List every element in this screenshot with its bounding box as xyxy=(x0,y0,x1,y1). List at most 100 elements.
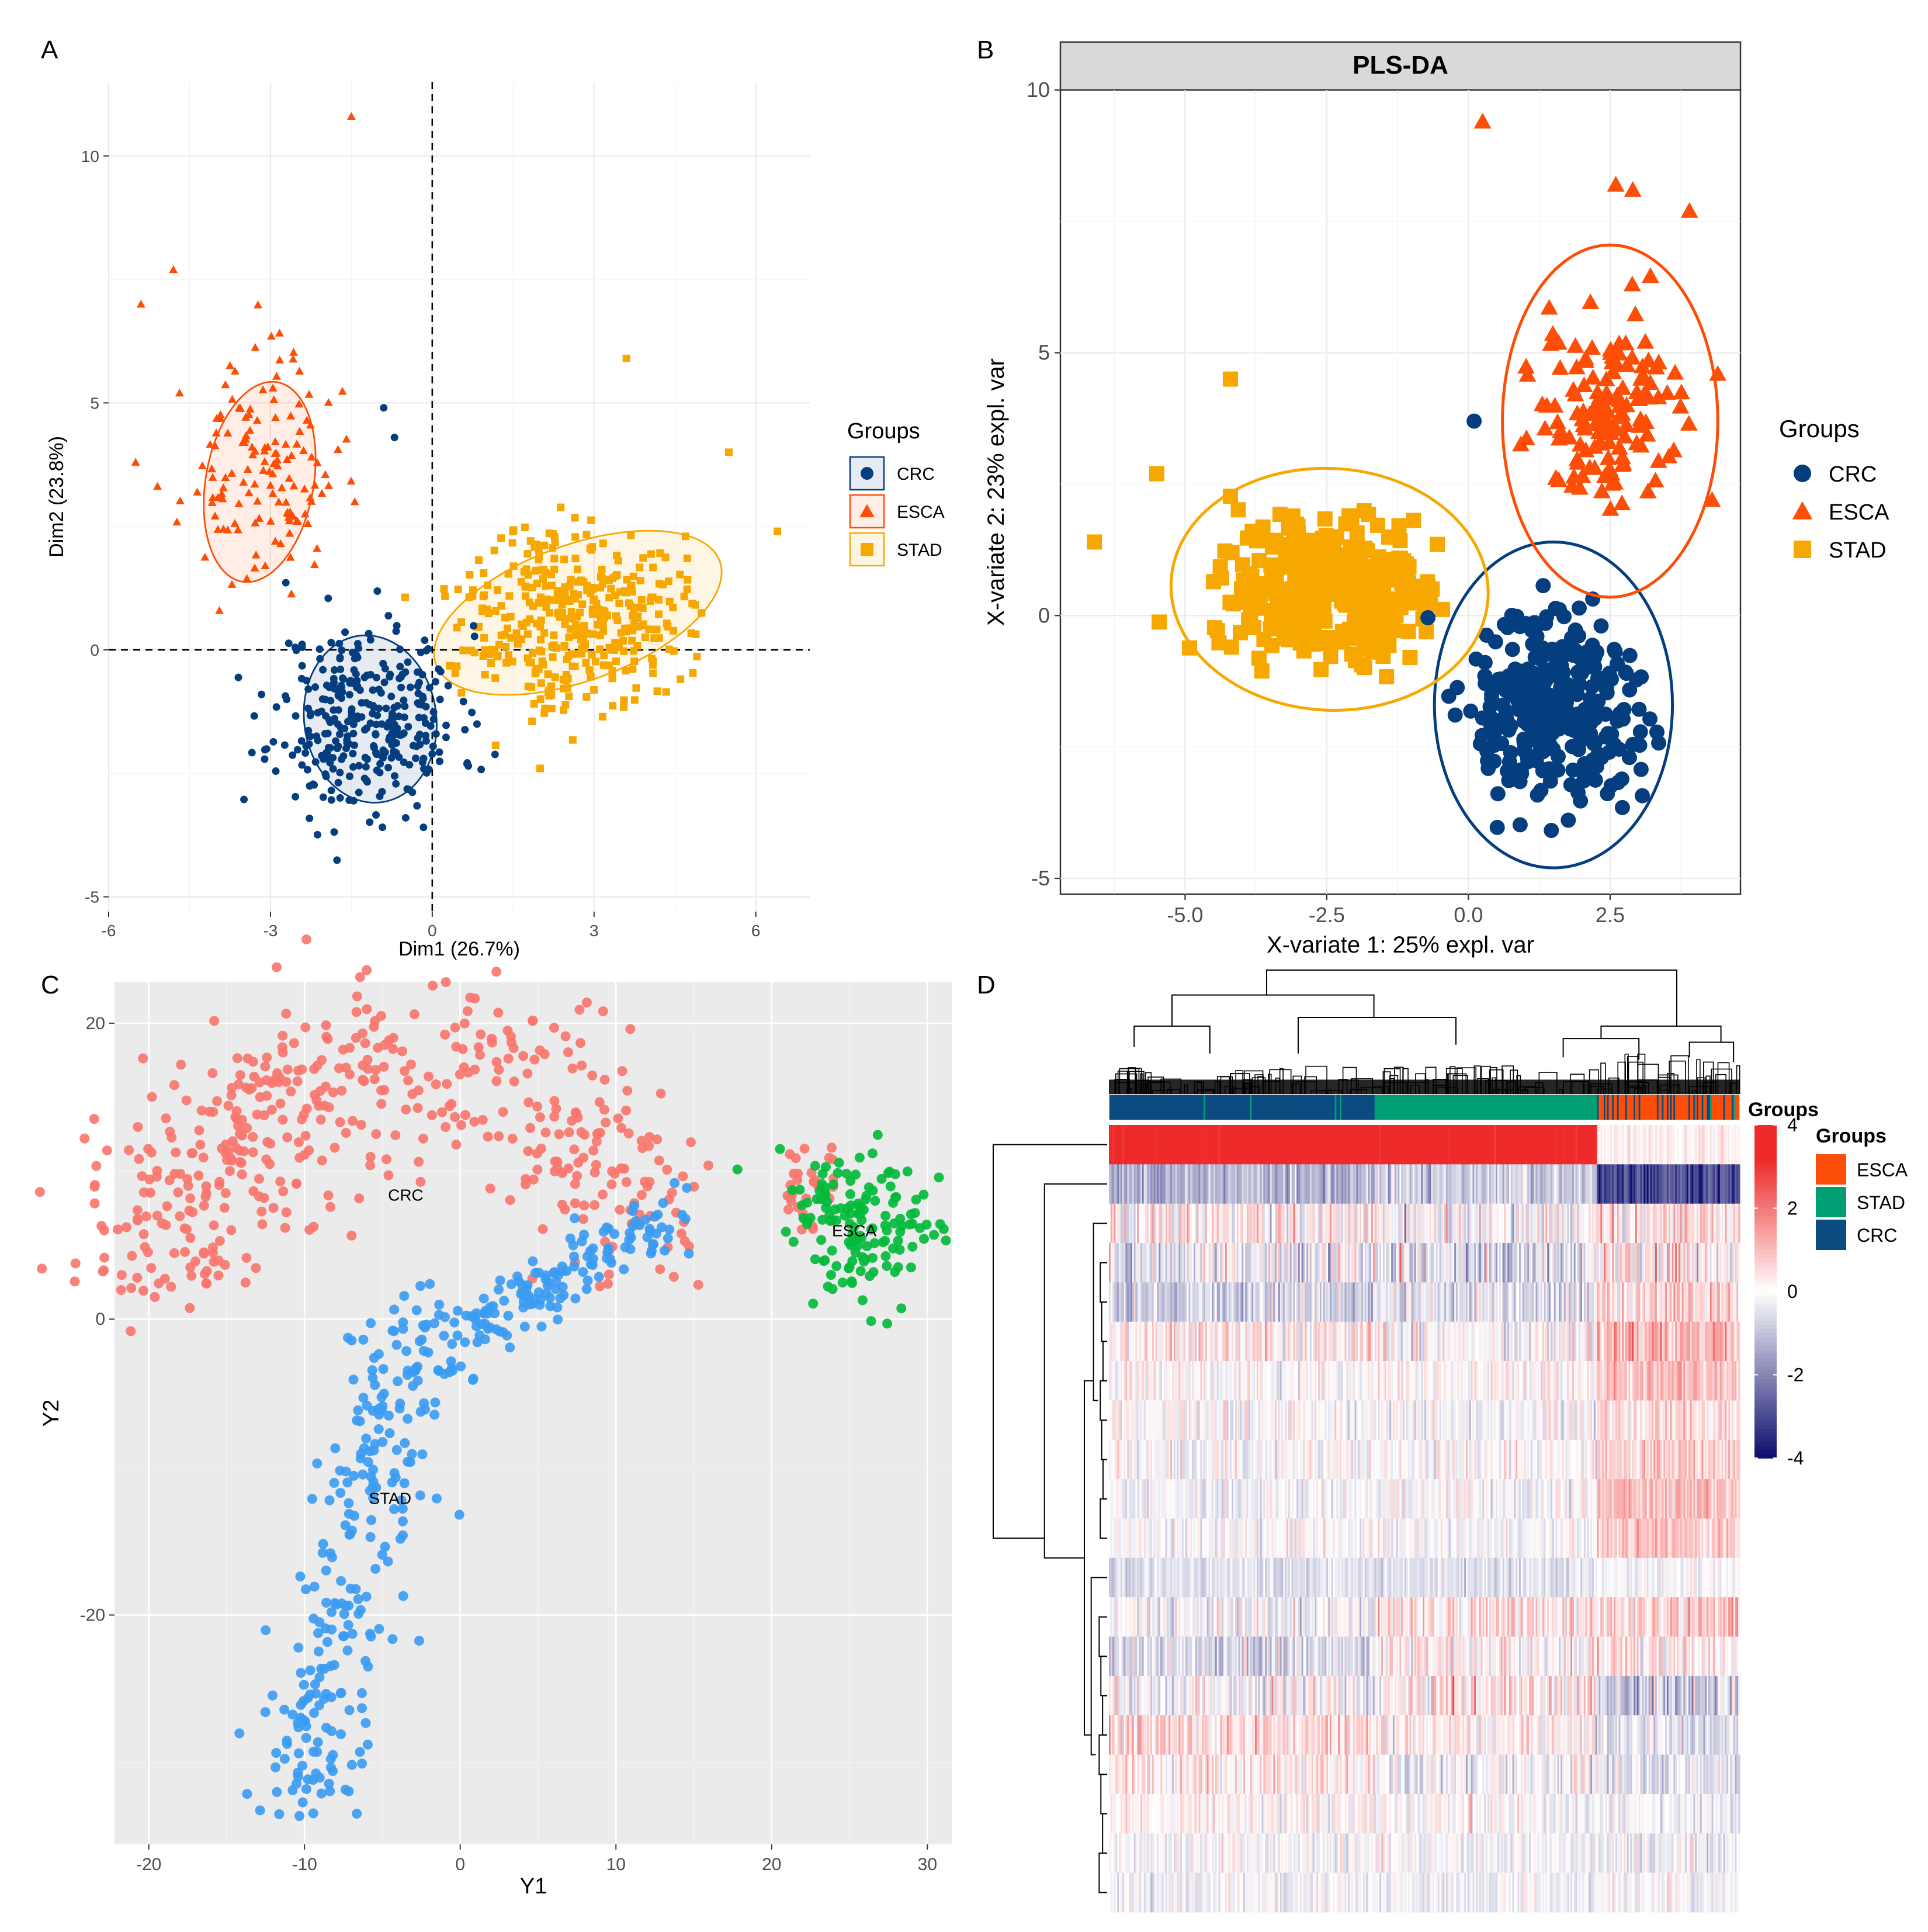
point-stad xyxy=(1235,557,1250,573)
point-crc xyxy=(126,1283,137,1293)
point-crc xyxy=(254,1173,264,1184)
point-stad xyxy=(1249,533,1264,549)
point-crc xyxy=(226,1225,237,1235)
point-crc xyxy=(248,1147,258,1158)
point-crc xyxy=(269,738,278,746)
point-stad xyxy=(495,640,503,649)
point-crc xyxy=(256,1206,267,1217)
point-crc xyxy=(365,1152,376,1162)
point-stad xyxy=(405,1457,415,1467)
point-stad xyxy=(360,1656,371,1666)
point-crc xyxy=(282,1064,293,1075)
legend-key-stad xyxy=(849,532,885,567)
point-crc xyxy=(327,787,335,795)
point-esca xyxy=(287,589,296,598)
point-stad xyxy=(580,622,588,630)
point-esca xyxy=(244,488,254,497)
point-crc xyxy=(381,664,389,673)
legend-label-crc: CRC xyxy=(1829,462,1877,487)
point-crc xyxy=(259,1193,269,1203)
panel-b-title: PLS-DA xyxy=(1353,51,1448,79)
point-stad xyxy=(655,595,663,604)
point-crc xyxy=(296,1114,307,1125)
point-stad xyxy=(670,1178,680,1188)
point-crc xyxy=(313,830,321,839)
point-crc xyxy=(199,1248,209,1259)
legend-marker-crc xyxy=(861,467,873,480)
point-stad xyxy=(456,1361,466,1372)
point-crc xyxy=(393,724,401,732)
point-crc xyxy=(575,1038,586,1048)
point-stad xyxy=(560,643,568,651)
point-crc xyxy=(219,1203,230,1213)
point-esca xyxy=(230,366,240,375)
point-crc xyxy=(220,1188,231,1199)
point-crc xyxy=(301,1103,312,1114)
point-stad xyxy=(355,1605,366,1615)
point-stad xyxy=(620,696,628,704)
point-esca xyxy=(200,552,210,561)
point-stad xyxy=(558,601,566,609)
point-crc xyxy=(188,1207,198,1217)
point-stad xyxy=(599,627,608,635)
point-stad xyxy=(498,1327,508,1338)
point-stad xyxy=(659,580,667,588)
point-crc xyxy=(442,1079,452,1089)
point-stad xyxy=(578,600,587,608)
point-crc xyxy=(509,1076,519,1087)
point-esca xyxy=(805,1213,816,1223)
point-stad xyxy=(377,1549,387,1560)
point-stad xyxy=(571,662,579,670)
point-esca xyxy=(299,446,308,455)
y-tick-label: 5 xyxy=(90,394,99,412)
point-crc xyxy=(285,639,293,648)
point-crc xyxy=(532,1148,542,1159)
point-esca xyxy=(251,518,260,527)
point-stad xyxy=(1375,603,1390,619)
point-stad xyxy=(1285,604,1301,620)
point-stad xyxy=(297,1797,308,1808)
point-crc xyxy=(275,1098,286,1109)
point-crc xyxy=(654,1155,664,1166)
point-crc xyxy=(252,1109,262,1120)
point-esca xyxy=(274,497,283,505)
panel-b-points xyxy=(1087,113,1727,838)
point-stad xyxy=(558,609,566,617)
point-stad xyxy=(398,1324,408,1334)
panel-a-legend-title: Groups xyxy=(847,419,920,444)
point-crc xyxy=(361,753,369,761)
point-stad xyxy=(379,1389,389,1399)
point-stad xyxy=(324,1495,335,1505)
point-stad xyxy=(576,608,584,617)
point-crc xyxy=(1584,678,1600,694)
point-crc xyxy=(362,763,370,771)
point-crc xyxy=(186,1270,197,1281)
point-esca xyxy=(845,1200,856,1211)
point-stad xyxy=(625,624,633,632)
point-crc xyxy=(349,729,358,738)
point-esca xyxy=(845,1176,856,1186)
point-crc xyxy=(231,1106,242,1116)
point-stad xyxy=(365,1629,375,1639)
point-crc xyxy=(337,1085,347,1096)
point-crc xyxy=(667,1187,677,1198)
point-esca xyxy=(250,479,259,488)
point-crc xyxy=(262,1052,272,1063)
point-stad xyxy=(660,1245,670,1256)
point-crc xyxy=(506,1037,516,1048)
point-stad xyxy=(421,1319,432,1329)
point-esca xyxy=(820,1255,830,1266)
point-crc xyxy=(392,627,400,635)
point-crc xyxy=(432,730,440,738)
point-esca xyxy=(277,483,286,491)
point-stad xyxy=(293,1642,304,1653)
point-crc xyxy=(144,1174,155,1185)
point-crc xyxy=(280,1223,290,1233)
point-crc xyxy=(329,765,337,773)
point-esca xyxy=(234,403,244,411)
point-stad xyxy=(346,1335,357,1346)
point-crc xyxy=(185,1193,196,1204)
point-esca xyxy=(837,1277,848,1288)
point-crc xyxy=(371,1128,382,1139)
point-stad xyxy=(449,1317,460,1328)
